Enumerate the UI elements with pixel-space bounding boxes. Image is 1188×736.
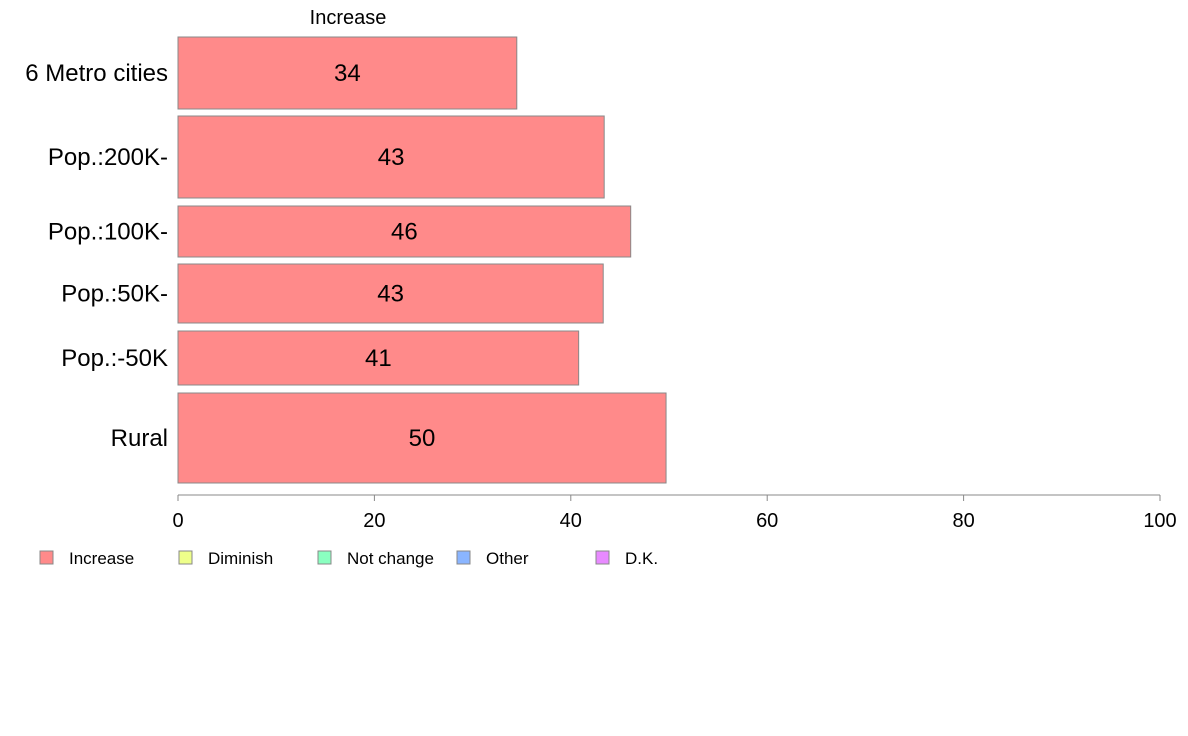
category-label-2: Pop.:100K- bbox=[48, 219, 168, 246]
bar-0 bbox=[177, 36, 518, 110]
category-label-5: Rural bbox=[111, 425, 168, 452]
legend-label-1: Diminish bbox=[208, 549, 273, 568]
legend: Increase Diminish Not change Other D.K. bbox=[39, 549, 658, 568]
legend-swatch-0 bbox=[39, 550, 54, 565]
bar-value-label-3: 43 bbox=[377, 281, 404, 308]
x-tick-label-2: 40 bbox=[560, 510, 582, 532]
bar-1 bbox=[177, 115, 605, 199]
x-tick-label-4: 80 bbox=[952, 510, 974, 532]
bar-value-label-1: 43 bbox=[378, 144, 405, 171]
legend-swatch-3 bbox=[456, 550, 471, 565]
legend-label-0: Increase bbox=[69, 549, 134, 568]
category-label-0: 6 Metro cities bbox=[25, 60, 168, 87]
category-label-1: Pop.:200K- bbox=[48, 144, 168, 171]
x-tick-label-3: 60 bbox=[756, 510, 778, 532]
category-label-4: Pop.:-50K bbox=[61, 345, 168, 372]
bar-value-label-5: 50 bbox=[409, 425, 436, 452]
bar-2 bbox=[177, 205, 632, 258]
category-label-3: Pop.:50K- bbox=[61, 281, 168, 308]
bar-3 bbox=[177, 263, 604, 324]
bar-value-label-0: 34 bbox=[334, 60, 361, 87]
x-axis: 0 20 40 60 80 100 bbox=[172, 494, 1177, 532]
category-labels-group: 6 Metro cities Pop.:200K- Pop.:100K- Pop.:5… bbox=[25, 60, 168, 452]
bar-value-label-2: 46 bbox=[391, 219, 418, 246]
bars-group: 34 43 46 43 41 50 bbox=[177, 36, 667, 484]
x-tick-label-5: 100 bbox=[1143, 510, 1176, 532]
bar-4 bbox=[177, 330, 580, 386]
legend-swatch-2 bbox=[317, 550, 332, 565]
x-tick-label-0: 0 bbox=[172, 510, 183, 532]
legend-swatch-4 bbox=[595, 550, 610, 565]
legend-label-2: Not change bbox=[347, 549, 434, 568]
legend-swatch-1 bbox=[178, 550, 193, 565]
series-title: Increase bbox=[310, 7, 387, 29]
legend-label-4: D.K. bbox=[625, 549, 658, 568]
x-tick-label-1: 20 bbox=[363, 510, 385, 532]
bar-value-label-4: 41 bbox=[365, 345, 392, 372]
bar-5 bbox=[177, 392, 667, 484]
legend-label-3: Other bbox=[486, 549, 529, 568]
